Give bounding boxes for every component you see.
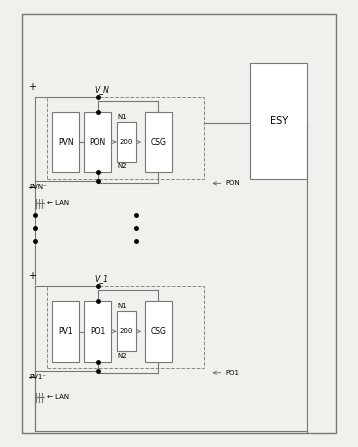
Text: −: − — [28, 183, 36, 194]
Text: N1: N1 — [117, 303, 127, 309]
Bar — [52, 301, 79, 362]
Bar — [52, 112, 79, 172]
Bar — [22, 14, 336, 433]
Text: ← LAN: ← LAN — [47, 394, 69, 400]
Text: PV1⁻: PV1⁻ — [29, 374, 46, 380]
Bar — [47, 97, 204, 179]
Text: PVN: PVN — [58, 138, 74, 147]
Bar — [145, 112, 172, 172]
Bar — [117, 122, 136, 162]
Text: −: − — [28, 373, 36, 383]
Text: +: + — [28, 271, 36, 282]
Text: CSG: CSG — [151, 138, 166, 147]
Bar — [250, 63, 308, 179]
Text: +: + — [28, 82, 36, 92]
Text: 200: 200 — [120, 139, 133, 145]
Text: V_N: V_N — [94, 85, 109, 94]
Bar — [145, 301, 172, 362]
Text: V_1: V_1 — [94, 274, 108, 283]
Bar — [47, 286, 204, 368]
Text: N2: N2 — [117, 353, 127, 359]
Text: ESY: ESY — [270, 116, 288, 126]
Text: PV1: PV1 — [58, 327, 73, 336]
Text: 200: 200 — [120, 329, 133, 334]
Text: CSG: CSG — [151, 327, 166, 336]
Bar — [84, 112, 111, 172]
Text: N1: N1 — [117, 114, 127, 120]
Text: N2: N2 — [117, 163, 127, 169]
Text: PON: PON — [225, 181, 240, 186]
Text: PON: PON — [90, 138, 106, 147]
Bar — [84, 301, 111, 362]
Text: PVN⁻: PVN⁻ — [29, 184, 47, 190]
Text: PO1: PO1 — [225, 370, 240, 376]
Text: ← LAN: ← LAN — [47, 200, 69, 207]
Text: PO1: PO1 — [90, 327, 106, 336]
Bar — [117, 311, 136, 351]
